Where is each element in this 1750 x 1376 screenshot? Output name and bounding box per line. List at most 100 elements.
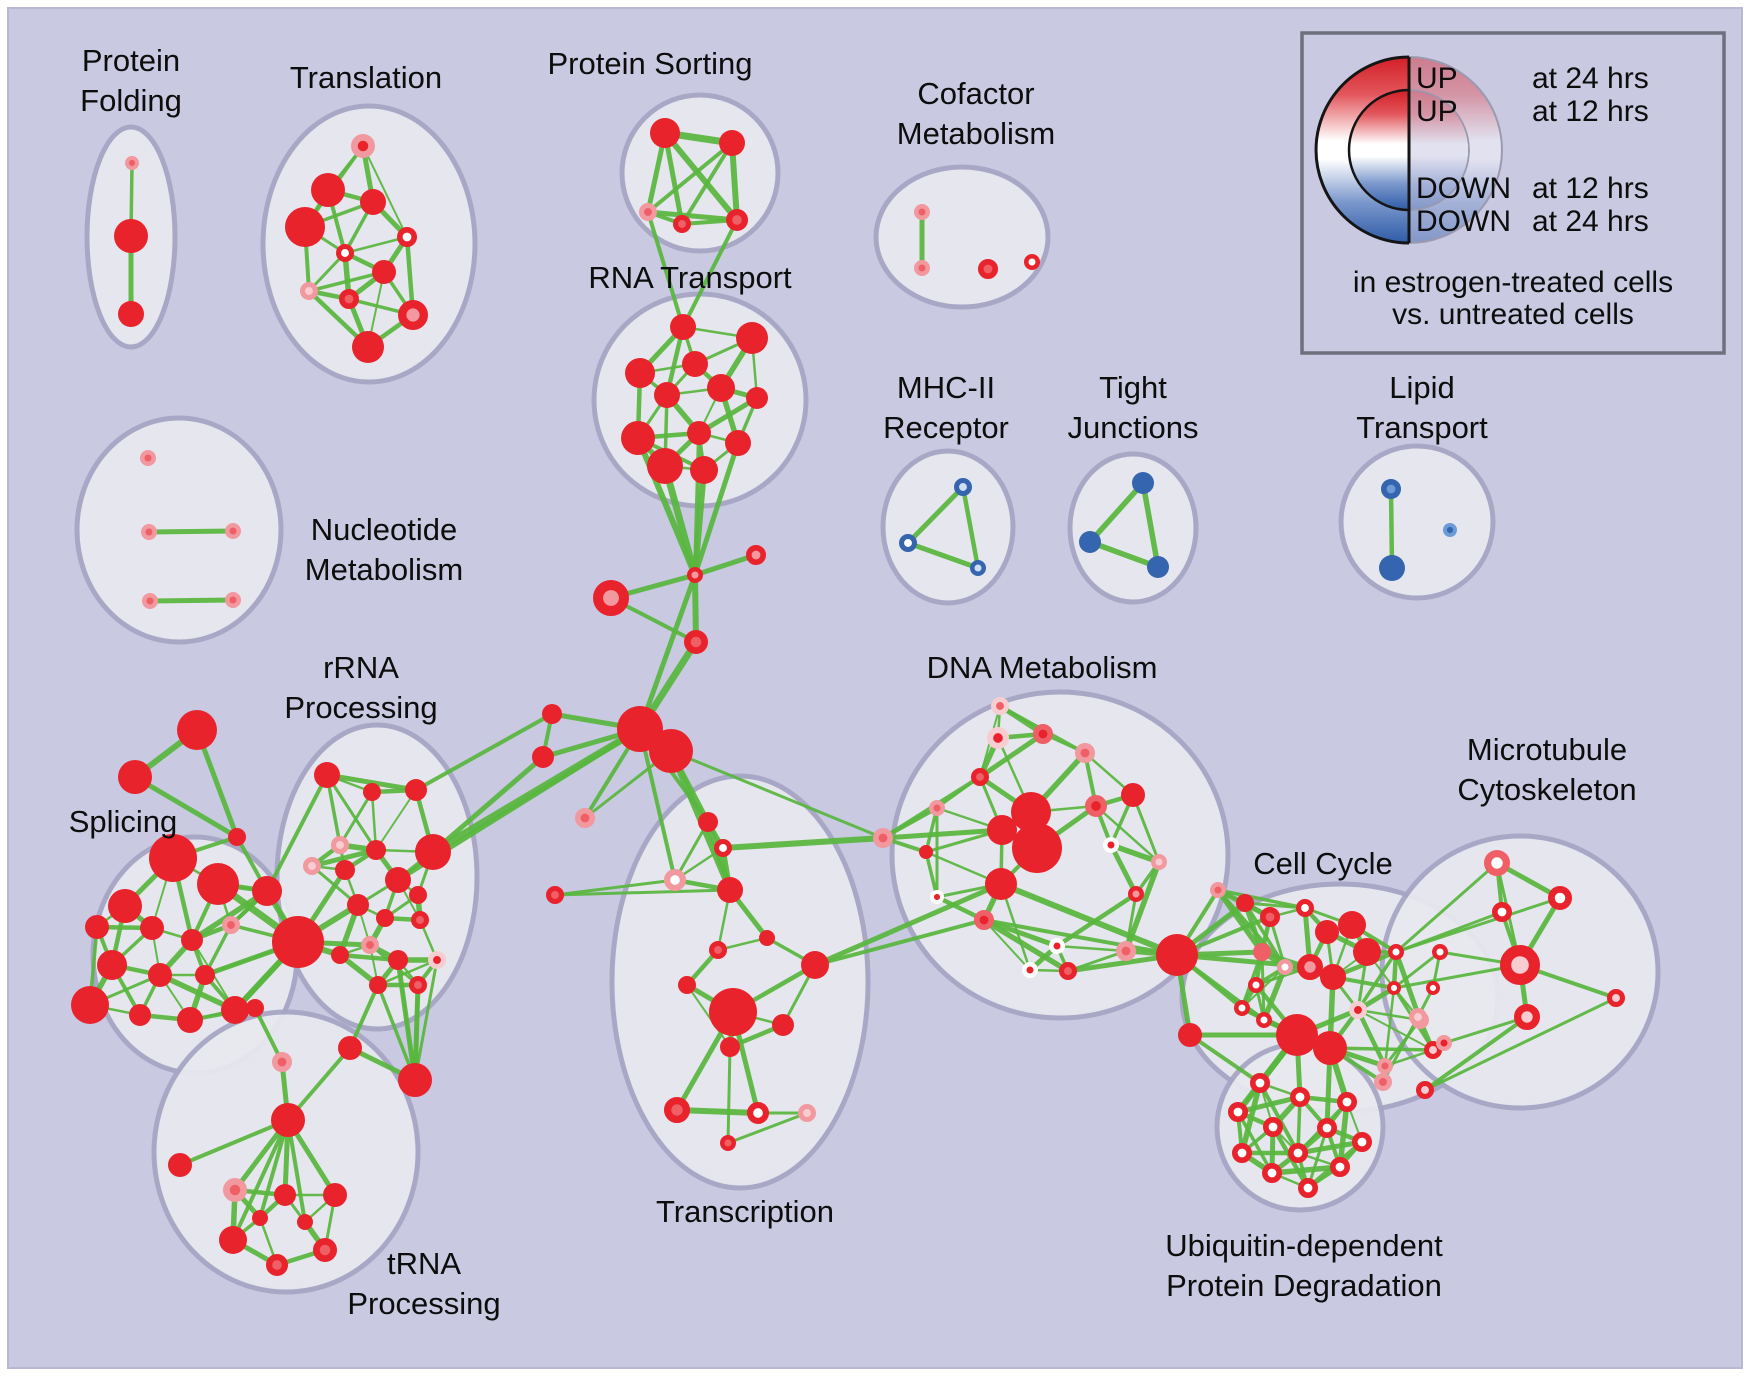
node-u8 — [1232, 1143, 1253, 1164]
node-d4 — [971, 768, 990, 787]
node-r8 — [621, 421, 655, 455]
node-t5 — [396, 227, 417, 248]
node-d12 — [919, 845, 933, 859]
node-cc10 — [1320, 964, 1346, 990]
cluster-labels: Protein Folding Translation Protein Sorting… — [69, 43, 1637, 1321]
label-translation: Translation — [290, 60, 442, 95]
node-m6 — [1425, 981, 1440, 996]
node-m3 — [1492, 901, 1513, 922]
node-pf3 — [118, 301, 144, 327]
node-s11 — [71, 986, 109, 1024]
node-cm2 — [913, 259, 930, 276]
cluster-mhc-ii-receptor — [880, 448, 1016, 606]
node-n3 — [225, 522, 242, 539]
node-ps1 — [650, 118, 680, 148]
node-x11 — [772, 1014, 794, 1036]
node-x15 — [798, 1104, 817, 1123]
node-cm4 — [1023, 253, 1040, 270]
node-b2 — [252, 876, 282, 906]
node-cc3 — [1296, 899, 1315, 918]
node-pf1 — [124, 156, 139, 171]
node-cc21 — [1376, 1057, 1393, 1074]
node-j1 — [1132, 472, 1154, 494]
node-rr16 — [331, 946, 349, 964]
node-cc20 — [1424, 1041, 1443, 1060]
label-ubiquitin-degradation: Ubiquitin-dependent Protein Degradation — [1165, 1228, 1443, 1303]
node-m4 — [1431, 943, 1448, 960]
node-l3 — [574, 807, 595, 828]
node-q1 — [954, 477, 973, 496]
node-u9 — [1288, 1143, 1309, 1164]
node-q3 — [969, 559, 986, 576]
legend-row-word-3: DOWN — [1416, 205, 1511, 238]
legend-row-time-2: at 12 hrs — [1532, 172, 1649, 205]
node-u3 — [1337, 1092, 1358, 1113]
node-rr15 — [360, 936, 379, 955]
node-cc22 — [1178, 1023, 1202, 1047]
node-x14 — [747, 1101, 770, 1124]
node-tf — [168, 1153, 192, 1177]
node-u4 — [1228, 1102, 1249, 1123]
node-n2 — [141, 523, 158, 540]
node-tb2 — [274, 1184, 296, 1206]
node-m9 — [1607, 989, 1626, 1008]
node-rr10 — [409, 886, 427, 904]
legend-row-time-1: at 12 hrs — [1532, 95, 1649, 128]
node-m10 — [1435, 1034, 1452, 1051]
node-r11 — [647, 448, 683, 484]
node-t2 — [311, 173, 345, 207]
label-cell-cycle: Cell Cycle — [1253, 846, 1393, 881]
node-s12 — [129, 1004, 151, 1026]
node-ch — [1156, 934, 1198, 976]
node-cm1 — [913, 204, 930, 221]
node-r12 — [690, 456, 718, 484]
node-cc12 — [1233, 999, 1250, 1016]
node-r5 — [707, 374, 735, 402]
node-d13 — [985, 868, 1017, 900]
node-r7 — [746, 387, 768, 409]
node-rr14 — [427, 951, 446, 970]
node-cc13 — [1255, 1011, 1272, 1028]
node-x4 — [717, 877, 743, 903]
node-cc17 — [1387, 943, 1404, 960]
node-cc16 — [1349, 1001, 1368, 1020]
node-x16 — [719, 1134, 736, 1151]
node-t10 — [398, 300, 429, 331]
node-s13 — [177, 1007, 203, 1033]
node-m8 — [1514, 1004, 1541, 1031]
node-rr18 — [408, 976, 427, 995]
label-microtubule-cytoskeleton: Microtubule Cytoskeleton — [1457, 732, 1636, 807]
node-rr11 — [347, 894, 369, 916]
label-mhc-ii-receptor: MHC-II Receptor — [883, 370, 1009, 445]
node-l2 — [532, 746, 554, 768]
node-r2 — [736, 322, 768, 354]
node-cc7 — [1253, 943, 1271, 961]
node-p3 — [246, 999, 264, 1017]
node-th — [271, 1103, 305, 1137]
node-d22 — [1059, 962, 1078, 981]
node-cc15 — [1313, 1031, 1347, 1065]
label-lipid-transport: Lipid Transport — [1356, 370, 1488, 445]
node-cm3 — [977, 258, 998, 279]
node-h2 — [649, 729, 693, 773]
node-x6 — [759, 930, 775, 946]
node-cc0 — [1209, 881, 1226, 898]
label-trna-processing: tRNA Processing — [347, 1246, 500, 1321]
node-rr7 — [366, 840, 386, 860]
node-s7 — [222, 916, 241, 935]
node-m2 — [1547, 885, 1572, 910]
node-s8 — [97, 950, 127, 980]
node-rr4 — [330, 836, 349, 855]
node-d18 — [1048, 937, 1065, 954]
node-s10 — [195, 965, 215, 985]
label-protein-folding: Protein Folding — [80, 43, 182, 118]
node-r6 — [654, 382, 680, 408]
legend-row-time-0: at 24 hrs — [1532, 62, 1649, 95]
label-splicing: Splicing — [69, 804, 178, 839]
node-cc8 — [1276, 958, 1293, 975]
node-s6 — [181, 929, 203, 951]
node-cc4 — [1315, 920, 1339, 944]
cluster-transcription — [609, 773, 871, 1191]
node-p2 — [338, 1036, 362, 1060]
node-g1 — [177, 710, 217, 750]
